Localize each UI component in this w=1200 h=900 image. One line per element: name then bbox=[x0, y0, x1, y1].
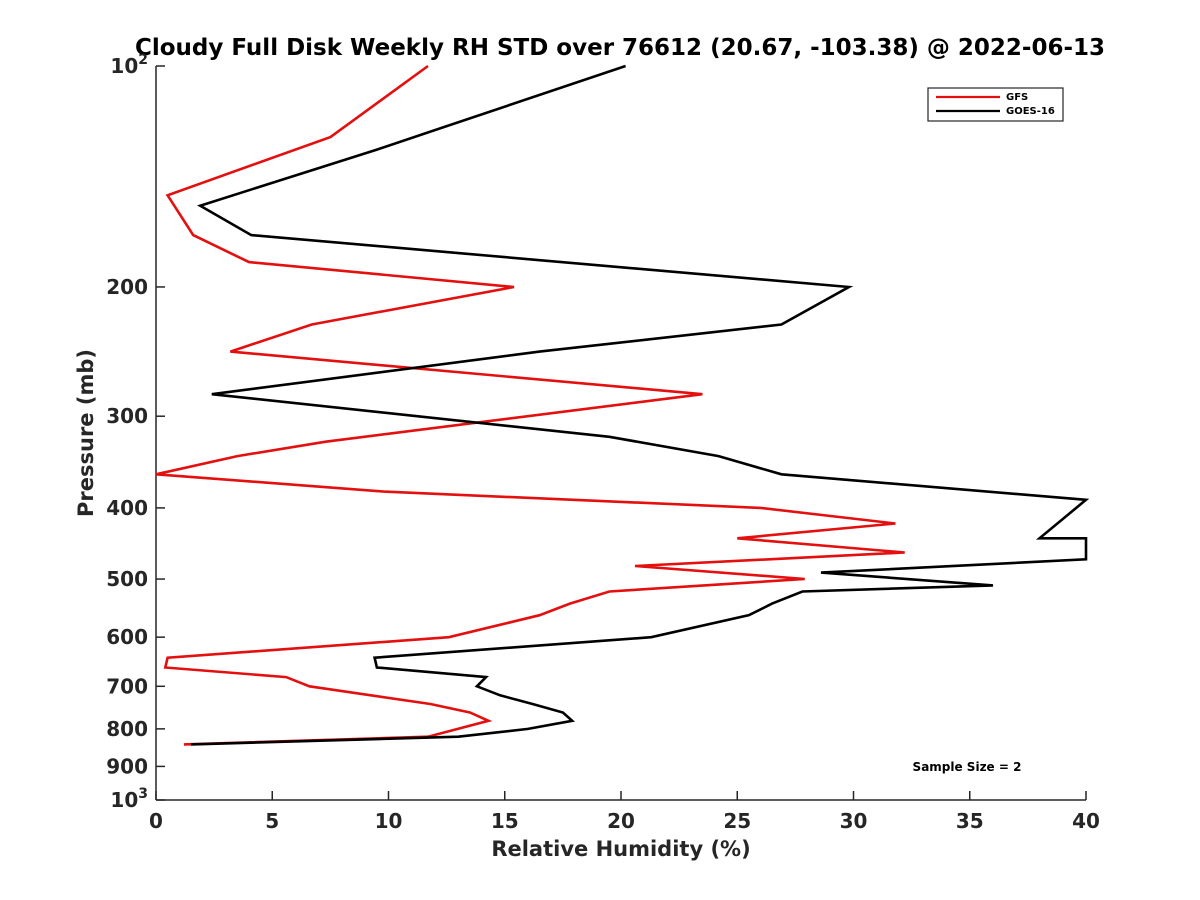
y-axis-label: Pressure (mb) bbox=[74, 349, 98, 517]
legend-label-goes16: GOES-16 bbox=[1006, 106, 1055, 117]
y-tick-label: 700 bbox=[106, 674, 148, 698]
y-tick-label: 103 bbox=[110, 786, 148, 812]
x-tick-label: 5 bbox=[265, 809, 279, 833]
x-tick-label: 35 bbox=[956, 809, 984, 833]
y-tick-label: 400 bbox=[106, 496, 148, 520]
y-tick-label: 900 bbox=[106, 754, 148, 778]
x-tick-label: 10 bbox=[375, 809, 403, 833]
y-tick-label: 600 bbox=[106, 625, 148, 649]
legend-label-gfs: GFS bbox=[1006, 92, 1028, 103]
y-tick-label: 300 bbox=[106, 404, 148, 428]
legend-box bbox=[927, 87, 1064, 122]
series-lines bbox=[155, 64, 1090, 746]
y-axis-ticks: 102 200 300 400 500 600 700 800 900 103 bbox=[106, 52, 165, 812]
x-tick-label: 15 bbox=[491, 809, 519, 833]
x-tick-label: 40 bbox=[1072, 809, 1100, 833]
sample-size-annotation: Sample Size = 2 bbox=[913, 760, 1022, 774]
chart-title: Cloudy Full Disk Weekly RH STD over 7661… bbox=[135, 35, 1105, 61]
x-axis-ticks: 0 5 10 15 20 25 30 35 40 bbox=[149, 791, 1100, 833]
x-tick-label: 20 bbox=[607, 809, 635, 833]
series-line-goes16 bbox=[190, 64, 1090, 746]
y-tick-label: 800 bbox=[106, 717, 148, 741]
x-tick-label: 25 bbox=[723, 809, 751, 833]
y-tick-label: 200 bbox=[106, 275, 148, 299]
y-tick-label: 500 bbox=[106, 567, 148, 591]
series-line-gfs bbox=[155, 64, 905, 746]
y-tick-label: 102 bbox=[110, 52, 148, 78]
x-axis-label: Relative Humidity (%) bbox=[491, 837, 750, 861]
legend: GFS GOES-16 bbox=[927, 87, 1064, 122]
x-tick-label: 0 bbox=[149, 809, 163, 833]
x-tick-label: 30 bbox=[840, 809, 868, 833]
